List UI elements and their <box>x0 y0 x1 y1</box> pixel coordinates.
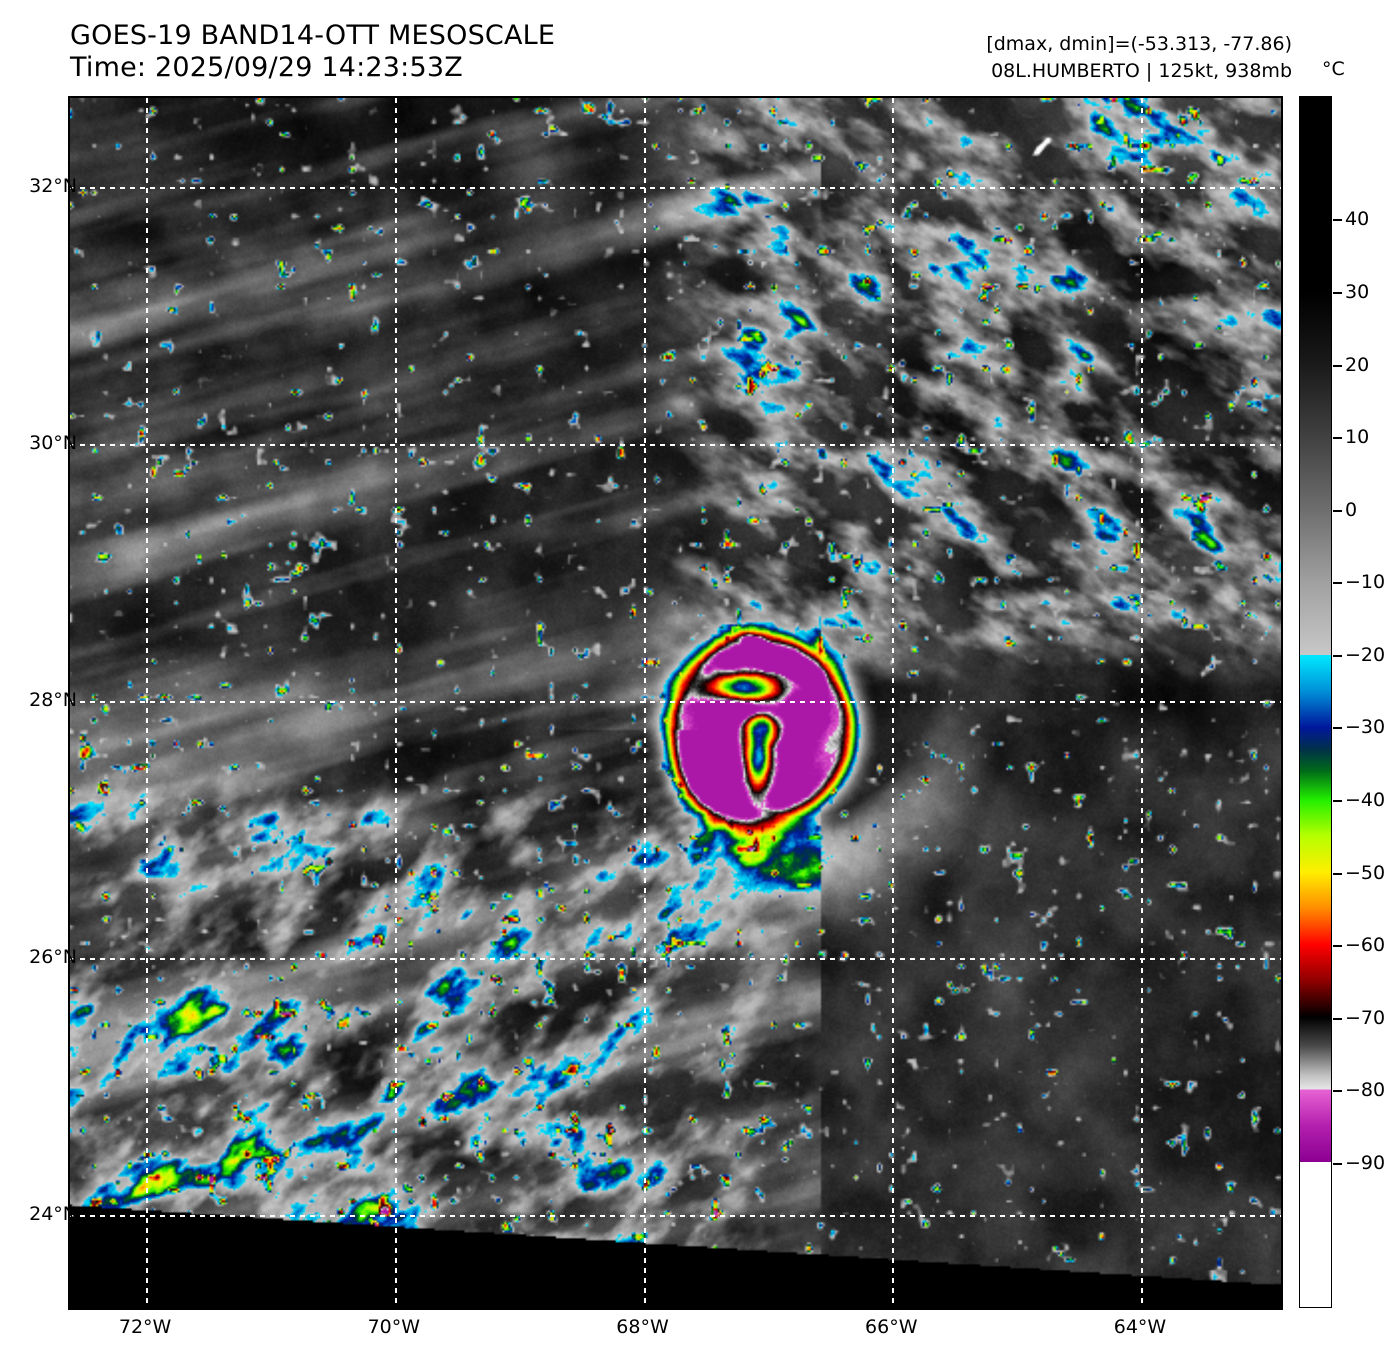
lon-tick-label: 64°W <box>1113 1316 1167 1338</box>
colorbar-tick-label: 40 <box>1345 208 1370 231</box>
colorbar-tick-label: −70 <box>1345 1006 1386 1029</box>
lon-tick-label: 72°W <box>118 1316 172 1338</box>
page-title: GOES-19 BAND14-OTT MESOSCALE <box>70 20 556 51</box>
colorbar-tick-label: 0 <box>1345 498 1358 521</box>
infrared-satellite-image <box>70 98 1281 1308</box>
colorbar-tick <box>1333 1162 1342 1165</box>
colorbar-tick-label: −40 <box>1345 789 1386 811</box>
lon-tick-label: 68°W <box>616 1316 669 1338</box>
lat-tick-label: 32°N <box>29 174 77 197</box>
colorbar-tick <box>1333 1017 1342 1020</box>
colorbar-tick <box>1333 727 1342 730</box>
lat-tick-label: 24°N <box>29 1202 77 1225</box>
colorbar-tick-label: 30 <box>1345 281 1370 303</box>
colorbar-tick-label: −30 <box>1345 716 1386 739</box>
colorbar-tick <box>1333 292 1342 294</box>
colorbar-tick <box>1333 872 1342 875</box>
colorbar-tick <box>1333 219 1342 222</box>
lat-tick-label: 30°N <box>29 431 77 454</box>
colorbar-tick-label: −90 <box>1345 1151 1386 1174</box>
colorbar-tick-label: −60 <box>1345 934 1386 957</box>
storm-info-annotation: 08L.HUMBERTO | 125kt, 938mb <box>991 60 1292 82</box>
colorbar-tick <box>1333 800 1342 802</box>
dmax-dmin-annotation: [dmax, dmin]=(-53.313, -77.86) <box>986 33 1292 55</box>
colorbar-tick-label: 20 <box>1345 353 1370 376</box>
colorbar-tick <box>1333 654 1342 657</box>
temperature-colorbar <box>1299 96 1332 1308</box>
colorbar-gradient <box>1300 97 1331 1307</box>
colorbar-tick <box>1333 945 1342 948</box>
colorbar-tick-label: −80 <box>1345 1079 1386 1102</box>
lat-tick-label: 26°N <box>29 945 77 968</box>
colorbar-tick-label: −50 <box>1345 861 1386 884</box>
colorbar-tick <box>1333 364 1342 367</box>
satellite-image-panel: Copyright © 2020-2025 Dapiya <box>68 96 1283 1310</box>
colorbar-tick <box>1333 1090 1342 1093</box>
colorbar-tick <box>1333 509 1342 512</box>
colorbar-tick-label: −20 <box>1345 643 1386 666</box>
lon-tick-label: 70°W <box>367 1316 421 1338</box>
satellite-image-clip <box>70 98 1281 1308</box>
colorbar-tick <box>1333 582 1342 585</box>
lon-tick-label: 66°W <box>865 1316 918 1338</box>
lat-tick-label: 28°N <box>29 688 77 711</box>
colorbar-tick <box>1333 437 1342 440</box>
colorbar-unit-label: °C <box>1322 58 1345 80</box>
timestamp-label: Time: 2025/09/29 14:23:53Z <box>70 52 463 83</box>
colorbar-tick-label: −10 <box>1345 571 1386 594</box>
colorbar-tick-label: 10 <box>1345 426 1370 449</box>
